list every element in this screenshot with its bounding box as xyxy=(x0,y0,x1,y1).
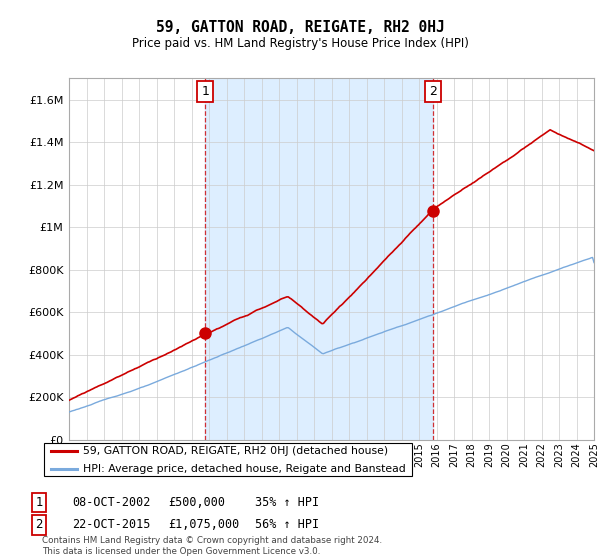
Text: £1,075,000: £1,075,000 xyxy=(168,518,239,531)
Text: 1: 1 xyxy=(35,496,43,509)
Text: 59, GATTON ROAD, REIGATE, RH2 0HJ: 59, GATTON ROAD, REIGATE, RH2 0HJ xyxy=(155,21,445,35)
Text: HPI: Average price, detached house, Reigate and Banstead: HPI: Average price, detached house, Reig… xyxy=(83,464,406,474)
Text: 35% ↑ HPI: 35% ↑ HPI xyxy=(255,496,319,509)
Text: 22-OCT-2015: 22-OCT-2015 xyxy=(72,518,151,531)
Text: 56% ↑ HPI: 56% ↑ HPI xyxy=(255,518,319,531)
Text: Contains HM Land Registry data © Crown copyright and database right 2024.
This d: Contains HM Land Registry data © Crown c… xyxy=(42,536,382,556)
FancyBboxPatch shape xyxy=(44,444,412,475)
Text: Price paid vs. HM Land Registry's House Price Index (HPI): Price paid vs. HM Land Registry's House … xyxy=(131,37,469,50)
Text: 2: 2 xyxy=(35,518,43,531)
Text: 59, GATTON ROAD, REIGATE, RH2 0HJ (detached house): 59, GATTON ROAD, REIGATE, RH2 0HJ (detac… xyxy=(83,446,388,456)
Bar xyxy=(205,78,433,440)
Text: 1: 1 xyxy=(201,85,209,97)
Text: 2: 2 xyxy=(429,85,437,97)
Text: 08-OCT-2002: 08-OCT-2002 xyxy=(72,496,151,509)
Text: £500,000: £500,000 xyxy=(168,496,225,509)
